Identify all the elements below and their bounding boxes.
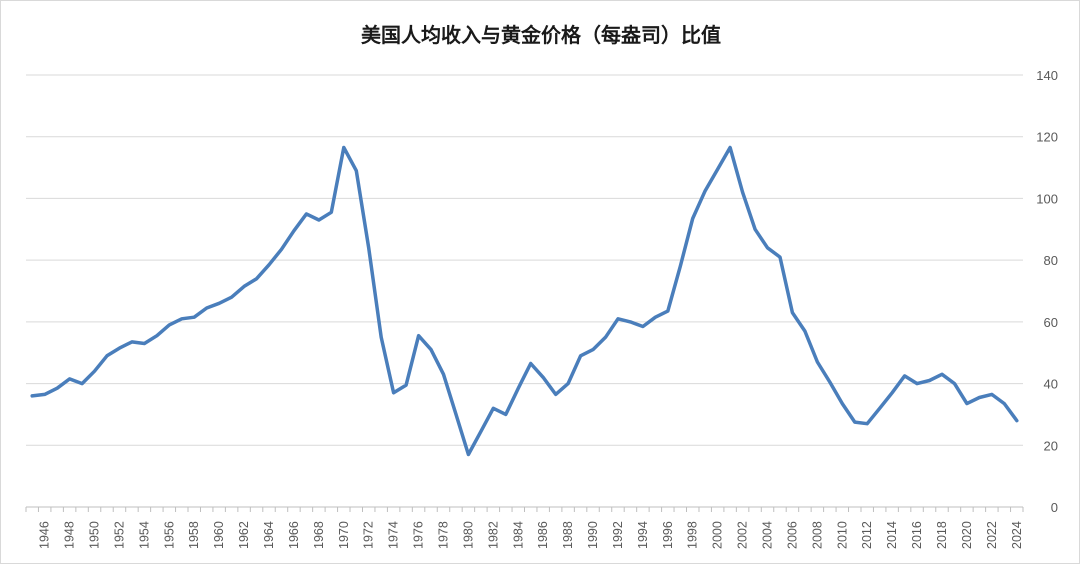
x-tick-label: 1988 <box>561 521 575 549</box>
x-tick-label: 2010 <box>835 521 849 549</box>
x-tick-label: 1960 <box>212 521 226 549</box>
x-tick-label: 2006 <box>785 521 799 549</box>
y-tick-label: 0 <box>1051 500 1058 515</box>
x-tick-label: 1966 <box>287 521 301 549</box>
x-tick-label: 2002 <box>736 521 750 549</box>
x-tick-label: 1974 <box>387 521 401 549</box>
x-tick-label: 1954 <box>137 521 151 549</box>
x-tick-label: 2008 <box>810 521 824 549</box>
x-tick-label: 1996 <box>661 521 675 549</box>
x-tick-label: 1958 <box>187 521 201 549</box>
x-tick-label: 2022 <box>985 521 999 549</box>
x-tick-label: 1970 <box>337 521 351 549</box>
x-tick-label: 2020 <box>960 521 974 549</box>
x-tick-label: 2018 <box>935 521 949 549</box>
y-tick-label: 80 <box>1044 253 1058 268</box>
y-tick-label: 120 <box>1036 130 1058 145</box>
x-tick-label: 1968 <box>312 521 326 549</box>
x-tick-label: 1994 <box>636 521 650 549</box>
series-line <box>30 145 1019 457</box>
y-tick-label: 100 <box>1036 191 1058 206</box>
x-tick-label: 1976 <box>412 521 426 549</box>
y-tick-label: 40 <box>1044 377 1058 392</box>
x-tick-label: 1982 <box>486 521 500 549</box>
x-tick-label: 2014 <box>885 521 899 549</box>
x-tick-label: 1990 <box>586 521 600 549</box>
x-tick-label: 1980 <box>461 521 475 549</box>
x-tick-label: 1978 <box>436 521 450 549</box>
x-tick-label: 1962 <box>237 521 251 549</box>
y-tick-label: 60 <box>1044 315 1058 330</box>
x-tick-label: 1986 <box>536 521 550 549</box>
y-tick-label: 20 <box>1044 438 1058 453</box>
y-tick-label: 140 <box>1036 68 1058 83</box>
x-tick-label: 1992 <box>611 521 625 549</box>
x-tick-label: 2024 <box>1010 521 1024 549</box>
x-tick-label: 2004 <box>761 521 775 549</box>
x-tick-label: 1946 <box>38 521 52 549</box>
chart-title: 美国人均收入与黄金价格（每盎司）比值 <box>361 23 721 47</box>
x-tick-label: 1964 <box>262 521 276 549</box>
x-tick-label: 1948 <box>63 521 77 549</box>
x-tick-label: 2012 <box>860 521 874 549</box>
x-tick-label: 1956 <box>162 521 176 549</box>
x-tick-label: 1950 <box>88 521 102 549</box>
x-tick-label: 1972 <box>362 521 376 549</box>
x-tick-label: 1952 <box>112 521 126 549</box>
x-tick-label: 2000 <box>711 521 725 549</box>
x-tick-label: 2016 <box>910 521 924 549</box>
x-tick-label: 1984 <box>511 521 525 549</box>
x-tick-label: 1998 <box>686 521 700 549</box>
